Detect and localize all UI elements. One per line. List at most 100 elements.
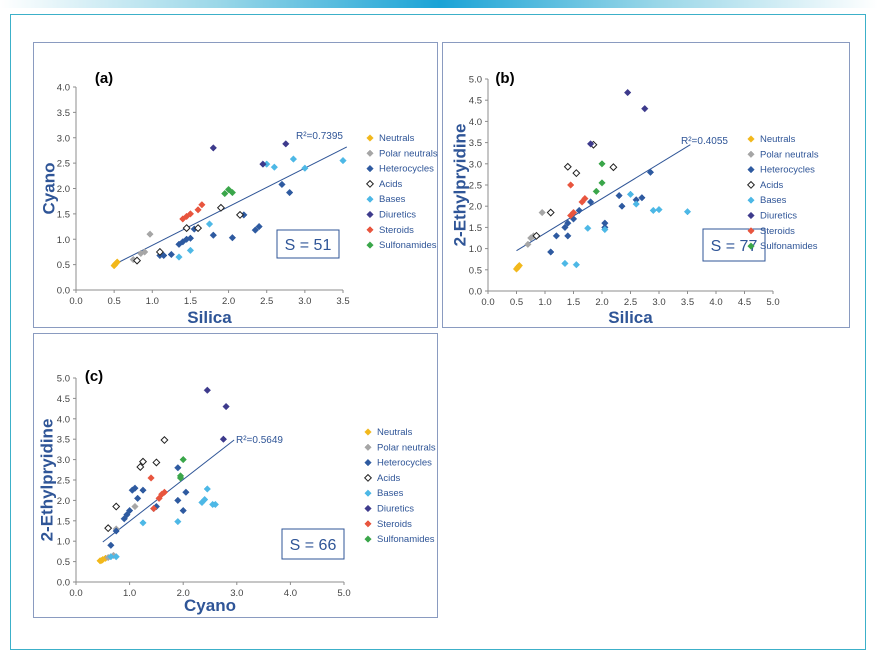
data-point-acids — [236, 210, 245, 219]
y-axis-title: Cyano — [39, 163, 58, 215]
legend-label: Acids — [760, 180, 783, 191]
data-point-bases — [107, 553, 115, 561]
y-tick-label: 1.0 — [57, 235, 70, 246]
y-tick-label: 1.5 — [57, 516, 70, 527]
data-point-acids — [182, 224, 191, 233]
data-point-sulfonamides — [592, 187, 600, 196]
legend-marker-diuretics — [364, 504, 372, 513]
data-point-sulfonamides — [598, 179, 606, 187]
legend-marker-polar-neutrals — [364, 443, 372, 451]
s-value-box — [702, 228, 766, 262]
data-point-heterocycles — [564, 219, 572, 227]
x-tick-label: 3.0 — [298, 296, 311, 307]
legend-marker-steroids — [366, 226, 374, 234]
s-value-label: S = 77 — [711, 238, 758, 255]
data-point-polar-neutrals — [146, 230, 154, 238]
legend-label: Steroids — [760, 226, 795, 237]
data-point-heterocycles — [179, 506, 187, 515]
chart-b-svg: 0.0 0.5 1.0 1.5 2.0 2.5 3.0 3.5 4.0 4.5 5.0 0.0 0.5 1… — [450, 70, 818, 327]
legend-label: Polar neutrals — [377, 442, 436, 453]
x-tick-label: 0.5 — [510, 297, 523, 308]
x-axis-title: Cyano — [184, 596, 236, 615]
data-point-bases — [112, 553, 120, 561]
data-point-bases — [584, 224, 592, 232]
legend-label: Diuretics — [379, 210, 416, 221]
y-tick-label: 0.5 — [57, 260, 70, 271]
chart-c-svg: 0.0 1.0 2.0 3.0 4.0 5.0 0.0 0.5 1.0 1.5 2.0 2.5 3.0 3… — [37, 368, 436, 615]
x-tick-label: 0.0 — [69, 588, 82, 599]
data-point-diuretics — [219, 435, 228, 443]
legend-label: Bases — [377, 488, 404, 499]
data-point-acids — [563, 162, 572, 171]
legend-label: Sulfonamides — [760, 241, 818, 252]
y-tick-label: 3.0 — [469, 159, 482, 170]
y-axis-title: 2-Ethylpryidine — [37, 419, 56, 542]
data-point-heterocycles — [160, 251, 168, 260]
data-point-diuretics — [203, 386, 211, 394]
data-point-acids — [160, 436, 169, 445]
data-point-bases — [632, 200, 640, 208]
data-point-bases — [561, 259, 569, 268]
legend-marker-bases — [366, 195, 374, 203]
panel-label: (c) — [85, 368, 103, 385]
data-point-heterocycles — [561, 223, 569, 232]
data-point-steroids — [569, 208, 578, 217]
legend-marker-heterocycles — [364, 458, 372, 467]
x-tick-label: 4.0 — [284, 588, 297, 599]
data-point-heterocycles — [182, 488, 190, 496]
legend-marker-sulfonamides — [364, 535, 372, 543]
x-tick-label: 1.0 — [123, 588, 136, 599]
data-point-polar-neutrals — [538, 208, 546, 217]
data-point-heterocycles — [618, 202, 626, 210]
data-point-polar-neutrals — [524, 240, 532, 249]
y-tick-label: 3.0 — [57, 455, 70, 466]
data-point-heterocycles — [615, 191, 623, 200]
data-point-acids — [155, 247, 164, 256]
data-point-bases — [655, 205, 663, 214]
data-point-heterocycles — [278, 180, 286, 189]
y-tick-label: 0.0 — [57, 286, 70, 297]
data-point-heterocycles — [547, 248, 555, 256]
x-tick-label: 4.5 — [738, 297, 751, 308]
legend-marker-diuretics — [747, 211, 755, 220]
y-tick-label: 4.5 — [469, 96, 482, 107]
data-point-sulfonamides — [598, 160, 606, 168]
x-tick-label: 2.0 — [595, 297, 608, 308]
y-tick-label: 0.5 — [57, 557, 70, 568]
data-point-heterocycles — [186, 234, 195, 242]
data-point-bases — [186, 246, 195, 255]
data-point-sulfonamides — [179, 455, 187, 464]
legend-label: Sulfonamides — [377, 534, 435, 545]
legend-label: Polar neutrals — [379, 148, 438, 159]
data-point-bases — [205, 220, 214, 228]
legend-marker-sulfonamides — [747, 242, 755, 250]
legend-marker-acids — [746, 180, 756, 189]
legend-marker-neutrals — [747, 135, 755, 143]
data-point-acids — [532, 231, 541, 240]
legend-label: Neutrals — [760, 134, 796, 145]
data-point-heterocycles — [133, 494, 142, 503]
data-point-steroids — [198, 201, 206, 209]
chart-panel-b: 0.0 0.5 1.0 1.5 2.0 2.5 3.0 3.5 4.0 4.5 5.0 0.0 0.5 1… — [442, 42, 850, 328]
x-tick-label: 0.5 — [108, 296, 121, 307]
figure-frame — [10, 14, 866, 650]
legend-marker-sulfonamides — [366, 241, 374, 249]
s-value-box — [276, 229, 340, 259]
legend-label: Diuretics — [377, 504, 414, 515]
data-point-bases — [139, 519, 147, 527]
y-tick-label: 2.0 — [469, 202, 482, 213]
y-tick-label: 2.0 — [57, 184, 70, 195]
x-tick-label: 5.0 — [766, 297, 779, 308]
chart-panel-a: 0.0 0.5 1.0 1.5 2.0 2.5 3.0 3.5 0.0 0.5 1.0 1.5 2.0 2… — [33, 42, 438, 328]
r-squared-label: R²=0.7395 — [296, 131, 343, 142]
x-tick-label: 4.0 — [709, 297, 722, 308]
top-accent-bar — [0, 0, 878, 8]
panel-label: (a) — [95, 70, 113, 87]
y-tick-label: 1.5 — [57, 209, 70, 220]
legend-label: Bases — [379, 194, 406, 205]
legend-marker-heterocycles — [747, 165, 755, 174]
legend-label: Neutrals — [377, 427, 413, 438]
x-tick-label: 0.0 — [69, 296, 82, 307]
data-point-neutrals — [514, 263, 522, 271]
data-point-heterocycles — [646, 168, 655, 176]
